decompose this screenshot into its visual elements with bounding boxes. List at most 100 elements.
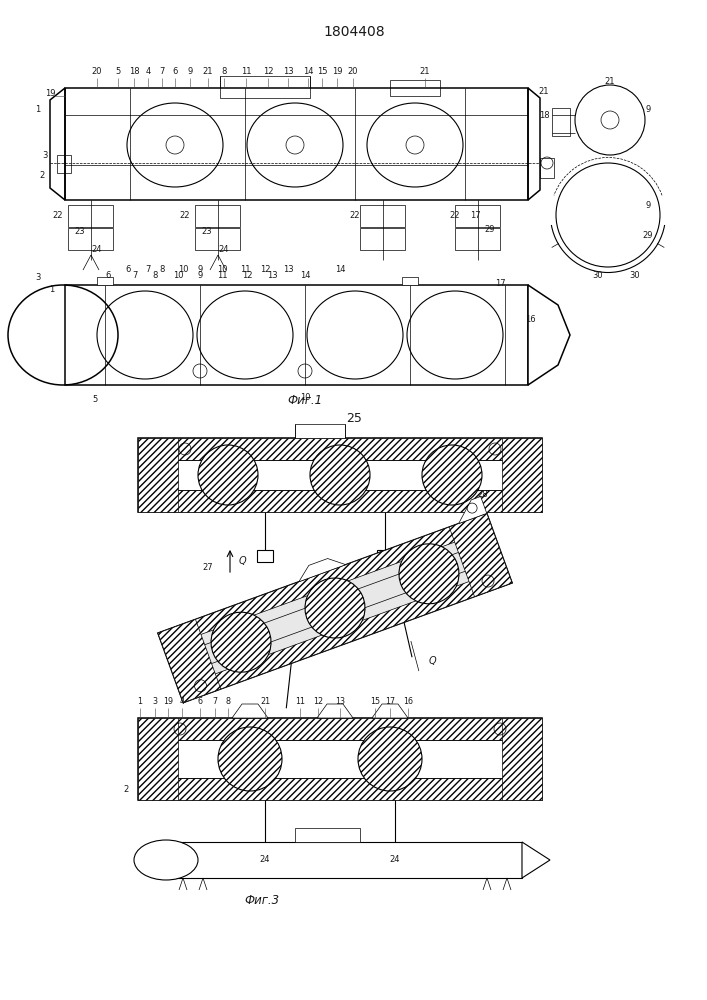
Polygon shape xyxy=(177,568,512,703)
Text: 18: 18 xyxy=(129,68,139,77)
Text: 29: 29 xyxy=(643,231,653,239)
Bar xyxy=(138,490,542,512)
Polygon shape xyxy=(158,513,492,648)
Text: 12: 12 xyxy=(313,698,323,706)
Bar xyxy=(138,438,542,512)
Bar xyxy=(195,205,240,227)
Bar xyxy=(377,550,393,562)
Text: 7: 7 xyxy=(212,698,218,706)
Text: 4: 4 xyxy=(180,698,185,706)
Bar xyxy=(502,718,542,800)
Text: 3: 3 xyxy=(42,150,47,159)
Text: 16: 16 xyxy=(403,698,413,706)
Text: 24: 24 xyxy=(218,245,229,254)
Text: 23: 23 xyxy=(201,228,212,236)
Text: 8: 8 xyxy=(221,68,227,77)
Text: 9: 9 xyxy=(645,105,650,114)
Polygon shape xyxy=(459,496,487,524)
Circle shape xyxy=(310,445,370,505)
Text: 20: 20 xyxy=(348,68,358,77)
Bar xyxy=(57,155,71,173)
Text: 13: 13 xyxy=(267,271,277,280)
Text: 1804408: 1804408 xyxy=(323,25,385,39)
Text: 1: 1 xyxy=(137,698,143,706)
Text: 21: 21 xyxy=(260,698,270,706)
Text: 2: 2 xyxy=(124,786,129,794)
Bar xyxy=(138,778,542,800)
Text: 12: 12 xyxy=(242,271,252,280)
Bar xyxy=(455,205,500,227)
Text: 4: 4 xyxy=(146,68,151,77)
Text: 22: 22 xyxy=(350,211,361,220)
Text: 21: 21 xyxy=(203,68,214,77)
Text: 9: 9 xyxy=(197,271,203,280)
Text: 9: 9 xyxy=(197,265,203,274)
Text: 9: 9 xyxy=(187,68,192,77)
Bar xyxy=(552,108,570,136)
Ellipse shape xyxy=(399,544,459,604)
Text: 13: 13 xyxy=(283,68,293,77)
Text: 21: 21 xyxy=(539,88,549,97)
Text: 6: 6 xyxy=(197,698,202,706)
Text: 24: 24 xyxy=(390,856,400,864)
Text: 7: 7 xyxy=(132,271,138,280)
Bar xyxy=(138,718,542,800)
Text: 29: 29 xyxy=(485,226,495,234)
Text: 8: 8 xyxy=(226,698,230,706)
Text: 2: 2 xyxy=(40,170,45,180)
Polygon shape xyxy=(449,513,512,597)
Text: 11: 11 xyxy=(241,68,251,77)
Polygon shape xyxy=(299,559,346,582)
Text: 5: 5 xyxy=(115,68,121,77)
Text: 15: 15 xyxy=(370,698,380,706)
Text: 12: 12 xyxy=(259,265,270,274)
Text: 19: 19 xyxy=(332,68,342,77)
Ellipse shape xyxy=(305,578,365,638)
Text: 13: 13 xyxy=(335,698,345,706)
Text: 20: 20 xyxy=(92,68,103,77)
Polygon shape xyxy=(158,619,221,703)
Text: Фиг.1: Фиг.1 xyxy=(288,393,322,406)
Text: 10: 10 xyxy=(177,265,188,274)
Circle shape xyxy=(198,445,258,505)
Text: 21: 21 xyxy=(420,68,431,77)
Text: 21: 21 xyxy=(604,78,615,87)
Text: 11: 11 xyxy=(295,698,305,706)
Bar xyxy=(540,158,554,178)
Text: 24: 24 xyxy=(92,245,103,254)
Text: 12: 12 xyxy=(263,68,273,77)
Bar xyxy=(68,228,113,250)
Bar xyxy=(65,88,528,200)
Text: 8: 8 xyxy=(159,265,165,274)
Text: 7: 7 xyxy=(146,265,151,274)
Bar xyxy=(168,842,522,878)
Text: 30: 30 xyxy=(630,270,641,279)
Text: 15: 15 xyxy=(317,68,327,77)
Circle shape xyxy=(218,727,282,791)
Bar xyxy=(138,718,542,740)
Text: 14: 14 xyxy=(300,271,310,280)
Bar xyxy=(295,424,345,438)
Text: 13: 13 xyxy=(283,265,293,274)
Text: 6: 6 xyxy=(125,265,131,274)
Bar xyxy=(97,277,113,285)
Text: 14: 14 xyxy=(334,265,345,274)
Text: 22: 22 xyxy=(53,211,63,220)
Polygon shape xyxy=(158,513,512,703)
Text: 10: 10 xyxy=(300,393,310,402)
Text: 10: 10 xyxy=(217,265,227,274)
Text: 28: 28 xyxy=(477,490,488,499)
Text: 14: 14 xyxy=(303,68,313,77)
Text: 5: 5 xyxy=(93,395,98,404)
Bar xyxy=(138,438,542,460)
Text: 17: 17 xyxy=(385,698,395,706)
Text: 3: 3 xyxy=(35,273,41,282)
Bar xyxy=(390,80,440,96)
Bar xyxy=(195,228,240,250)
Polygon shape xyxy=(232,704,268,718)
Ellipse shape xyxy=(211,612,271,672)
Text: 6: 6 xyxy=(105,271,111,280)
Text: 7: 7 xyxy=(159,68,165,77)
Bar xyxy=(220,76,310,98)
Text: 8: 8 xyxy=(152,271,158,280)
